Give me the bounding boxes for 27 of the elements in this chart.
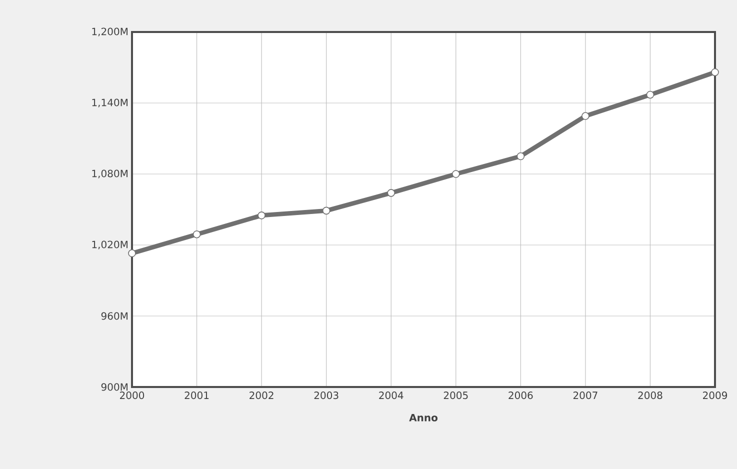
- x-axis-title: Anno: [409, 414, 438, 422]
- point: [258, 212, 266, 220]
- x-tick-label: 2004: [379, 392, 404, 400]
- x-tick-label: 2009: [703, 392, 728, 400]
- x-tick-label: 2007: [573, 392, 598, 400]
- point: [582, 112, 590, 120]
- x-tick-label: 2002: [250, 392, 274, 400]
- point: [646, 90, 654, 99]
- point: [711, 68, 719, 76]
- y-tick-label: 900M: [101, 383, 128, 391]
- y-tick-label: 960M: [101, 312, 128, 320]
- y-tick-label: 1,200M: [92, 28, 128, 36]
- x-tick-label: 2006: [508, 392, 533, 400]
- x-tick-label: 2003: [314, 392, 338, 400]
- x-tick-label: 2008: [638, 392, 662, 400]
- x-tick-label: 2005: [444, 392, 468, 400]
- point: [322, 206, 330, 215]
- y-tick-label: 1,020M: [92, 240, 128, 250]
- x-tick-label: 2000: [120, 392, 144, 400]
- point: [452, 170, 460, 178]
- point: [516, 152, 525, 160]
- y-tick-label: 1,140M: [92, 98, 128, 108]
- point: [192, 230, 201, 238]
- x-tick-label: 2001: [184, 392, 209, 400]
- y-tick-label: 1,080M: [92, 170, 128, 178]
- point: [387, 189, 396, 197]
- point: [128, 249, 136, 258]
